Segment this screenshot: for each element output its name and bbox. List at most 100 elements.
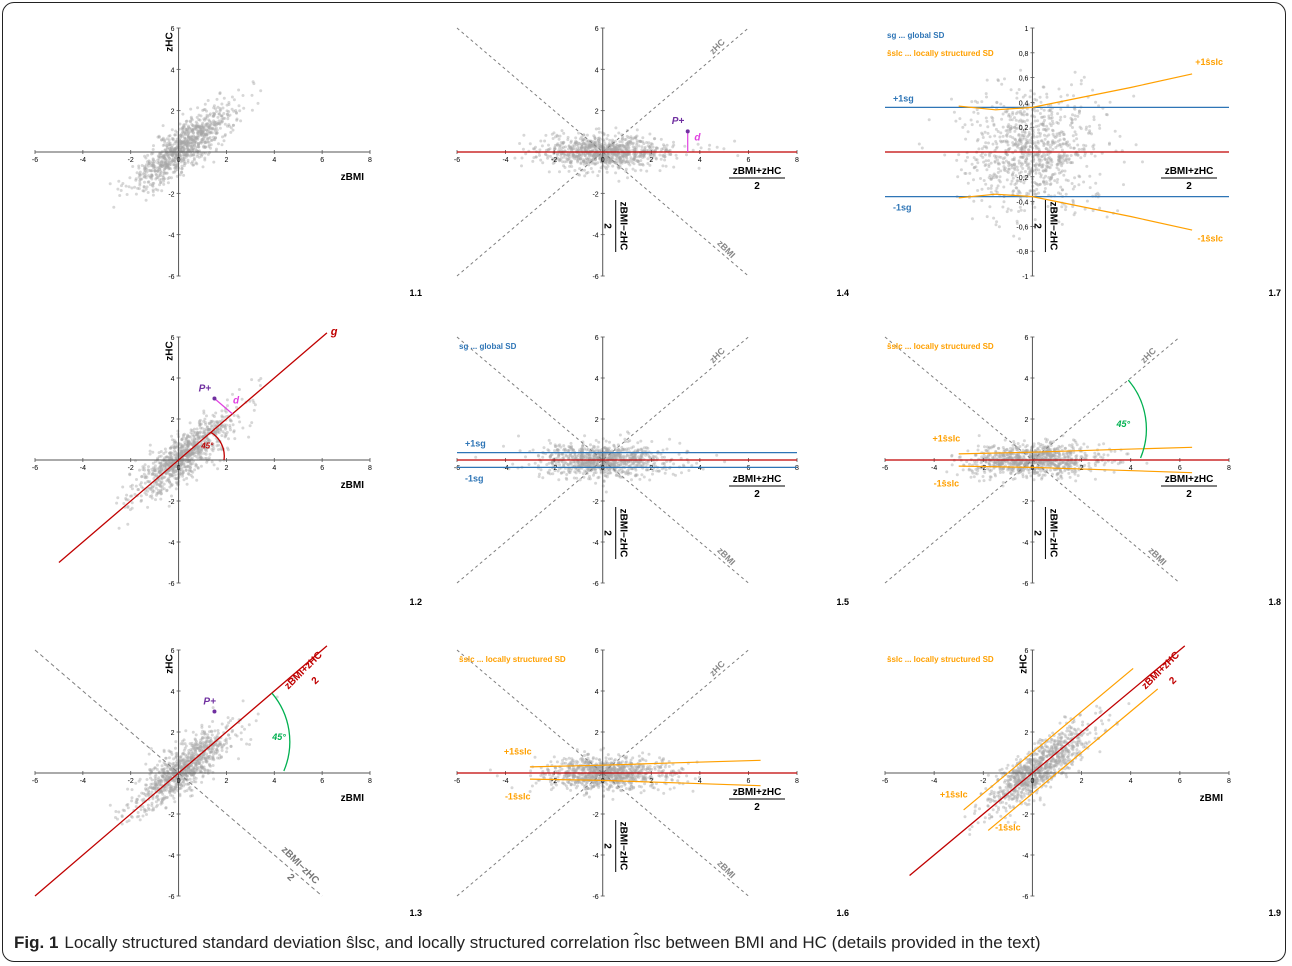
data-point bbox=[168, 156, 171, 160]
data-point bbox=[1049, 124, 1053, 128]
data-point bbox=[1025, 118, 1029, 122]
data-point bbox=[143, 172, 147, 176]
data-point bbox=[642, 155, 646, 159]
data-point bbox=[164, 148, 167, 152]
data-point bbox=[1050, 173, 1054, 177]
data-point bbox=[228, 113, 232, 117]
data-point bbox=[560, 460, 564, 464]
data-point bbox=[183, 142, 187, 146]
data-point bbox=[181, 125, 185, 129]
data-point bbox=[189, 141, 193, 145]
panel-1-4: -6 -4 -2 0 2 4 6 8-6-4-2246zBMI+zHC2zBMI−zHC21.… bbox=[454, 26, 849, 298]
data-point bbox=[180, 164, 184, 168]
data-point bbox=[221, 117, 225, 120]
data-point bbox=[163, 167, 167, 170]
data-point bbox=[1093, 451, 1097, 455]
data-point bbox=[681, 463, 685, 467]
data-point bbox=[1077, 148, 1081, 151]
data-point bbox=[594, 162, 598, 166]
data-point bbox=[202, 131, 206, 135]
data-point bbox=[208, 123, 212, 127]
data-point bbox=[162, 177, 166, 181]
data-point bbox=[210, 138, 214, 142]
x-tick-label: 8 bbox=[368, 157, 372, 164]
data-point bbox=[966, 181, 970, 185]
data-point bbox=[674, 153, 678, 157]
data-point bbox=[625, 147, 629, 151]
data-point bbox=[557, 137, 561, 141]
data-point bbox=[186, 141, 190, 145]
data-point bbox=[163, 164, 167, 168]
y-tick-label: -0,6 bbox=[1016, 224, 1028, 231]
data-point bbox=[200, 130, 204, 134]
data-point bbox=[188, 421, 192, 425]
data-point bbox=[154, 172, 158, 176]
data-point bbox=[148, 449, 152, 453]
data-point bbox=[186, 134, 190, 138]
data-point bbox=[1020, 148, 1024, 152]
data-point bbox=[205, 128, 209, 132]
data-point bbox=[664, 468, 668, 472]
data-point bbox=[1073, 117, 1077, 121]
data-point bbox=[210, 424, 214, 428]
data-point bbox=[544, 133, 548, 137]
data-point bbox=[161, 124, 165, 128]
data-point bbox=[636, 441, 640, 445]
data-point bbox=[180, 146, 184, 150]
data-point bbox=[614, 152, 618, 156]
data-point bbox=[157, 155, 161, 159]
data-point bbox=[180, 135, 184, 139]
data-point bbox=[668, 437, 672, 441]
data-point bbox=[180, 142, 184, 146]
data-point bbox=[1038, 112, 1042, 115]
data-point bbox=[194, 462, 198, 466]
data-point bbox=[198, 422, 202, 426]
data-point bbox=[586, 171, 590, 174]
data-point bbox=[999, 131, 1003, 135]
data-point bbox=[583, 154, 587, 158]
data-point bbox=[188, 440, 191, 444]
data-point bbox=[166, 153, 170, 157]
data-point bbox=[1082, 180, 1086, 184]
data-point bbox=[640, 145, 644, 149]
data-point bbox=[1011, 176, 1015, 180]
data-point bbox=[577, 131, 581, 135]
data-point bbox=[1050, 163, 1054, 167]
data-point bbox=[1022, 181, 1026, 185]
data-point bbox=[635, 143, 639, 147]
data-point bbox=[671, 472, 675, 476]
data-point bbox=[167, 162, 171, 166]
data-point bbox=[152, 181, 156, 185]
data-point bbox=[203, 139, 207, 143]
data-point bbox=[987, 141, 990, 145]
data-point bbox=[146, 164, 150, 168]
data-point bbox=[1041, 169, 1045, 173]
data-point bbox=[185, 152, 189, 156]
data-point bbox=[230, 107, 234, 111]
data-point bbox=[174, 153, 178, 157]
data-point bbox=[156, 176, 160, 179]
data-point bbox=[154, 498, 157, 502]
data-point bbox=[143, 175, 147, 179]
data-point bbox=[987, 152, 991, 156]
y-tick-label: 1 bbox=[1025, 26, 1029, 33]
data-point bbox=[193, 127, 197, 131]
data-point bbox=[631, 141, 635, 145]
data-point bbox=[151, 160, 155, 164]
data-point bbox=[146, 153, 150, 157]
data-point bbox=[988, 205, 992, 209]
data-point bbox=[147, 168, 151, 172]
data-point bbox=[164, 159, 167, 162]
data-point bbox=[206, 115, 209, 119]
data-point bbox=[989, 186, 993, 190]
data-point bbox=[216, 467, 220, 471]
data-point bbox=[1041, 165, 1045, 169]
data-point bbox=[212, 123, 216, 127]
data-point bbox=[1064, 158, 1068, 162]
data-point bbox=[541, 161, 545, 165]
data-point bbox=[213, 112, 217, 116]
data-point bbox=[1021, 167, 1025, 170]
panel-1-7: -1-0,8-0,6-0,4-0,20,20,40,60,81zBMI+zHC2… bbox=[885, 26, 1281, 298]
data-point bbox=[1064, 208, 1067, 212]
data-point bbox=[178, 142, 182, 146]
